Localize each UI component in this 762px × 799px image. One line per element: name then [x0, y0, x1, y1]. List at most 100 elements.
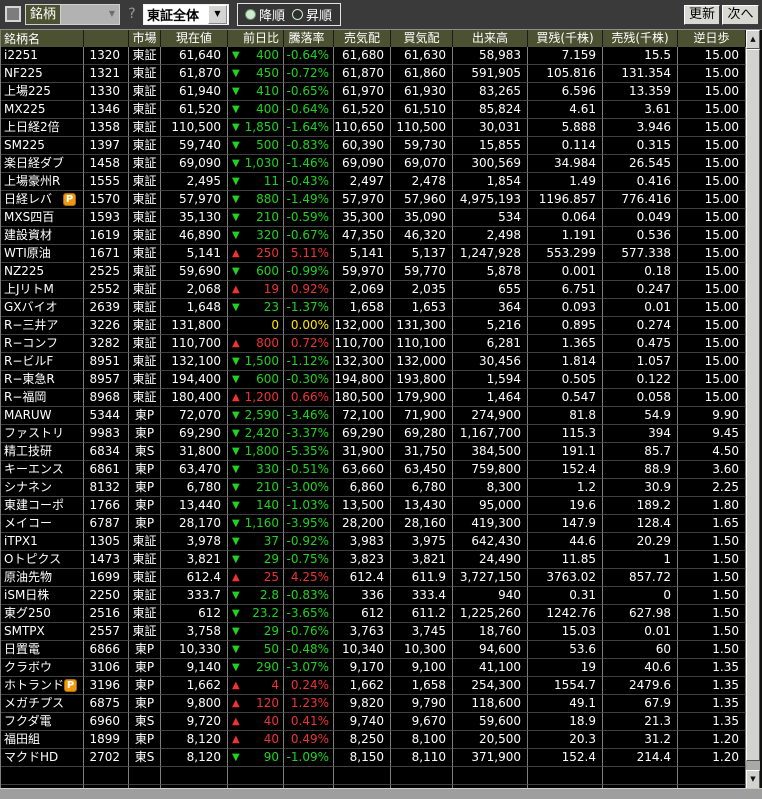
- update-button[interactable]: 更新: [684, 5, 720, 25]
- change-cell: ▼ 600: [228, 263, 284, 281]
- market: 東証: [129, 101, 161, 119]
- table-row[interactable]: ホトランド P 3196 東P 1,662 ▲ 4 0.24% 1,662 1,658 254,30…: [1, 677, 746, 695]
- toolbar-square-button[interactable]: [5, 6, 21, 22]
- stock-name: Oトピクス: [4, 552, 62, 566]
- column-header-11[interactable]: 逆日歩: [678, 30, 746, 47]
- column-header-5[interactable]: 騰落率: [284, 30, 334, 47]
- table-row[interactable]: MARUW 5344 東P 72,070 ▼ 2,590 -3.46% 72,100 71,90…: [1, 407, 746, 425]
- column-header-4[interactable]: 前日比: [228, 30, 284, 47]
- table-row[interactable]: 日経レバ P 1570 東証 57,970 ▼ 880 -1.49% 57,970 57,960 4…: [1, 191, 746, 209]
- table-row[interactable]: 上場豪州R 1555 東証 2,495 ▼ 11 -0.43% 2,497 2,478 1,854…: [1, 173, 746, 191]
- table-row[interactable]: SM225 1397 東証 59,740 ▼ 500 -0.83% 60,390 59,730 1…: [1, 137, 746, 155]
- stock-name-cell: 東建コーポ: [1, 497, 84, 515]
- table-row[interactable]: i2251 1320 東証 61,640 ▼ 400 -0.64% 61,680 61,630 5…: [1, 47, 746, 65]
- margin-sell-balance: 1.057: [603, 353, 678, 371]
- table-row[interactable]: マクドHD 2702 東S 8,120 ▼ 90 -1.09% 8,150 8,110 371,9…: [1, 749, 746, 767]
- table-row[interactable]: 福田組 1899 東P 8,120 ▲ 40 0.49% 8,250 8,100 20,500 20…: [1, 731, 746, 749]
- table-row[interactable]: 楽日経ダブ 1458 東証 69,090 ▼ 1,030 -1.46% 69,090 69,07…: [1, 155, 746, 173]
- table-row[interactable]: R−ビルF 8951 東証 132,100 ▼ 1,500 -1.12% 132,300 132…: [1, 353, 746, 371]
- stock-code: 1671: [84, 245, 129, 263]
- current-price: 8,120: [161, 731, 228, 749]
- table-row[interactable]: MX225 1346 東証 61,520 ▼ 400 -0.64% 61,520 61,510 8…: [1, 101, 746, 119]
- table-row[interactable]: 日置電 6866 東P 10,330 ▼ 50 -0.48% 10,340 10,300 94,6…: [1, 641, 746, 659]
- toolbar: 銘柄 ▼ ? 東証全体 ▼ 降順 昇順 更新 次へ: [0, 0, 762, 30]
- ask-price: 69,090: [334, 155, 391, 173]
- stock-name: ホトランド: [4, 678, 65, 692]
- table-row[interactable]: MXS四百 1593 東証 35,130 ▼ 210 -0.59% 35,300 35,090 5…: [1, 209, 746, 227]
- reverse-daily-rate: 15.00: [678, 353, 746, 371]
- table-row[interactable]: R−福岡 8968 東証 180,400 ▲ 1,200 0.66% 180,500 179,9…: [1, 389, 746, 407]
- table-row[interactable]: メイコー 6787 東P 28,170 ▼ 1,160 -3.95% 28,200 28,160…: [1, 515, 746, 533]
- market: 東証: [129, 191, 161, 209]
- empty-cell: [678, 767, 746, 785]
- next-button[interactable]: 次へ: [722, 5, 759, 25]
- table-row[interactable]: Oトピクス 1473 東証 3,821 ▼ 29 -0.75% 3,823 3,821 24,49…: [1, 551, 746, 569]
- margin-sell-balance: 0.18: [603, 263, 678, 281]
- scroll-up-button[interactable]: ▲: [746, 30, 760, 49]
- chevron-down-icon[interactable]: ▼: [208, 5, 227, 24]
- down-arrow-icon: ▼: [232, 194, 240, 205]
- stock-code: 8951: [84, 353, 129, 371]
- market-filter-select[interactable]: 東証全体 ▼: [143, 4, 229, 25]
- reverse-daily-rate: 15.00: [678, 389, 746, 407]
- ask-price: 9,170: [334, 659, 391, 677]
- table-row[interactable]: NF225 1321 東証 61,870 ▼ 450 -0.72% 61,870 61,860 5…: [1, 65, 746, 83]
- column-header-8[interactable]: 出来高: [453, 30, 528, 47]
- table-row[interactable]: GXバイオ 2639 東証 1,648 ▼ 23 -1.37% 1,658 1,653 364 0.…: [1, 299, 746, 317]
- table-row[interactable]: 東グ250 2516 東証 612 ▼ 23.2 -3.65% 612 611.2 1,225,2…: [1, 605, 746, 623]
- change-value: 2.8: [259, 588, 279, 602]
- column-header-3[interactable]: 現在値: [161, 30, 228, 47]
- ask-price: 194,800: [334, 371, 391, 389]
- bid-price: 63,450: [391, 461, 453, 479]
- sort-asc-radio[interactable]: 昇順: [292, 5, 332, 24]
- symbol-input[interactable]: ▼: [61, 5, 120, 24]
- change-percent: -3.37%: [284, 425, 334, 443]
- vertical-scrollbar[interactable]: ▲ ▼: [746, 30, 760, 789]
- table-row[interactable]: WTI原油 1671 東証 5,141 ▲ 250 5.11% 5,141 5,137 1,247…: [1, 245, 746, 263]
- table-row[interactable]: NZ225 2525 東証 59,690 ▼ 600 -0.99% 59,970 59,770 5…: [1, 263, 746, 281]
- reverse-daily-rate: 15.00: [678, 173, 746, 191]
- table-row[interactable]: R−三井ア 3226 東証 131,800 0 0.00% 132,000 131,300 5,…: [1, 317, 746, 335]
- table-row[interactable]: SMTPX 2557 東証 3,758 ▼ 29 -0.76% 3,763 3,745 18,76…: [1, 623, 746, 641]
- margin-buy-balance: 5.888: [528, 119, 603, 137]
- table-row[interactable]: 上JリトM 2552 東証 2,068 ▲ 19 0.92% 2,069 2,035 655 6.7…: [1, 281, 746, 299]
- column-header-0[interactable]: 銘柄名: [1, 30, 84, 47]
- table-row[interactable]: クラボウ 3106 東P 9,140 ▼ 290 -3.07% 9,170 9,100 41,10…: [1, 659, 746, 677]
- table-row[interactable]: 東建コーポ 1766 東P 13,440 ▼ 140 -1.03% 13,500 13,430 9…: [1, 497, 746, 515]
- column-header-7[interactable]: 買気配: [391, 30, 453, 47]
- stock-name: マクドHD: [4, 750, 59, 764]
- table-row[interactable]: シナネン 8132 東P 6,780 ▼ 210 -3.00% 6,860 6,780 8,300…: [1, 479, 746, 497]
- scroll-down-button[interactable]: ▼: [746, 770, 760, 789]
- change-cell: ▼ 320: [228, 227, 284, 245]
- table-row[interactable]: フクダ電 6960 東S 9,720 ▲ 40 0.41% 9,740 9,670 59,600 1…: [1, 713, 746, 731]
- volume: 20,500: [453, 731, 528, 749]
- reverse-daily-rate: 1.35: [678, 659, 746, 677]
- column-header-2[interactable]: 市場: [129, 30, 161, 47]
- sort-desc-radio[interactable]: 降順: [245, 5, 285, 24]
- volume: 300,569: [453, 155, 528, 173]
- table-row[interactable]: 上場225 1330 東証 61,940 ▼ 410 -0.65% 61,970 61,930 8…: [1, 83, 746, 101]
- table-row[interactable]: 精工技研 6834 東S 31,800 ▼ 1,800 -5.35% 31,900 31,750…: [1, 443, 746, 461]
- table-row[interactable]: R−東急R 8957 東証 194,400 ▼ 600 -0.30% 194,800 193,8…: [1, 371, 746, 389]
- market: 東S: [129, 713, 161, 731]
- help-button[interactable]: ?: [128, 6, 136, 22]
- table-row[interactable]: 上日経2倍 1358 東証 110,500 ▼ 1,850 -1.64% 110,650 110…: [1, 119, 746, 137]
- margin-buy-balance: 15.03: [528, 623, 603, 641]
- scrollbar-thumb[interactable]: [746, 49, 760, 761]
- table-row[interactable]: iTPX1 1305 東証 3,978 ▼ 37 -0.92% 3,983 3,975 642,4…: [1, 533, 746, 551]
- table-row[interactable]: R−コンフ 3282 東証 110,700 ▲ 800 0.72% 110,700 110,10…: [1, 335, 746, 353]
- column-header-1[interactable]: [84, 30, 129, 47]
- table-row[interactable]: 建設資材 1619 東証 46,890 ▼ 320 -0.67% 47,350 46,320 2,…: [1, 227, 746, 245]
- margin-buy-balance: 4.61: [528, 101, 603, 119]
- volume: 58,983: [453, 47, 528, 65]
- table-row[interactable]: ファストリ 9983 東P 69,290 ▼ 2,420 -3.37% 69,290 69,28…: [1, 425, 746, 443]
- column-header-9[interactable]: 買残(千株): [528, 30, 603, 47]
- table-row[interactable]: iSM日株 2250 東証 333.7 ▼ 2.8 -0.83% 336 333.4 940 0.3…: [1, 587, 746, 605]
- column-header-6[interactable]: 売気配: [334, 30, 391, 47]
- table-row[interactable]: 原油先物 1699 東証 612.4 ▲ 25 4.25% 612.4 611.9 3,727,1…: [1, 569, 746, 587]
- table-row[interactable]: メガチプス 6875 東P 9,800 ▲ 120 1.23% 9,820 9,790 118,6…: [1, 695, 746, 713]
- reverse-daily-rate: 15.00: [678, 101, 746, 119]
- bid-price: 611.2: [391, 605, 453, 623]
- column-header-10[interactable]: 売残(千株): [603, 30, 678, 47]
- table-row[interactable]: キーエンス 6861 東P 63,470 ▼ 330 -0.51% 63,660 63,450 7…: [1, 461, 746, 479]
